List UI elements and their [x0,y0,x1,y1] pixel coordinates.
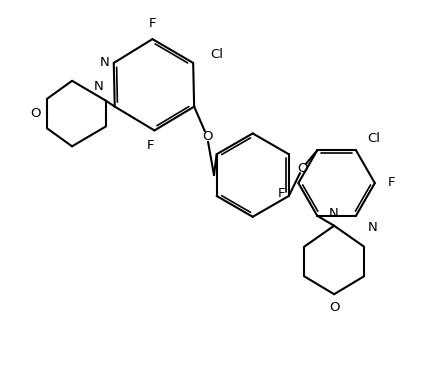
Text: F: F [387,175,394,189]
Text: F: F [146,139,154,152]
Text: Cl: Cl [366,132,379,145]
Text: O: O [30,107,40,120]
Text: O: O [296,162,307,175]
Text: N: N [94,80,104,93]
Text: O: O [328,301,338,314]
Text: N: N [100,56,110,70]
Text: Cl: Cl [209,48,222,62]
Text: F: F [277,187,285,200]
Text: N: N [367,221,377,234]
Text: F: F [148,17,156,30]
Text: N: N [329,207,338,220]
Text: O: O [201,130,212,143]
